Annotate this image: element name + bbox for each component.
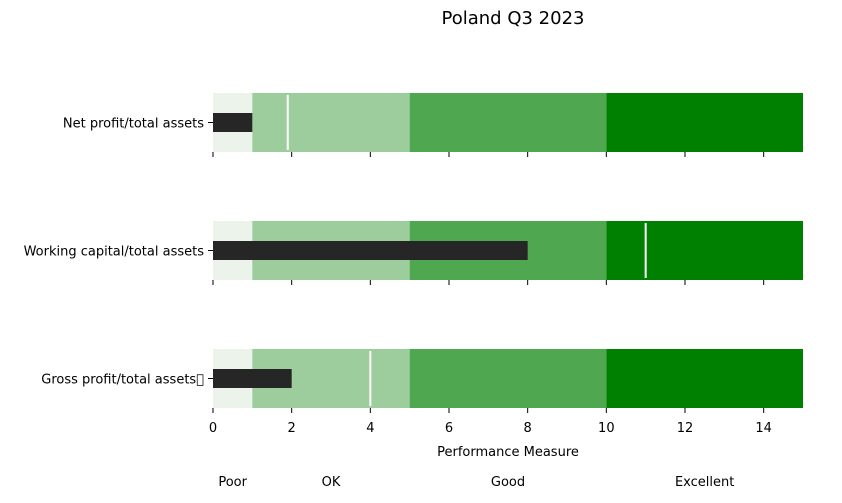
value-bar-row-3 (213, 369, 292, 388)
band-label-good: Good (491, 475, 525, 490)
row-label-3: Gross profit/total assets  (41, 373, 204, 388)
band-label-poor: Poor (218, 475, 247, 490)
x-axis-label: Performance Measure (437, 445, 579, 460)
x-tick-label-4: 4 (366, 421, 374, 436)
band-label-excellent: Excellent (675, 475, 734, 490)
band-label-ok: OK (322, 475, 341, 490)
row-label-1: Net profit/total assets (63, 117, 204, 132)
band-good-row-3 (409, 349, 607, 408)
x-tick-label-8: 8 (524, 421, 532, 436)
value-bar-row-2 (213, 241, 528, 260)
x-tick-label-2: 2 (288, 421, 296, 436)
band-excellent-row-3 (606, 349, 803, 408)
row-label-2: Working capital/total assets (24, 245, 205, 260)
x-tick-label-14: 14 (755, 421, 772, 436)
x-tick-label-6: 6 (445, 421, 453, 436)
value-bar-row-1 (213, 113, 253, 132)
x-tick-label-0: 0 (209, 421, 217, 436)
x-tick-label-12: 12 (677, 421, 694, 436)
chart-title: Poland Q3 2023 (441, 8, 585, 29)
band-excellent-row-1 (606, 93, 803, 152)
x-tick-label-10: 10 (598, 421, 615, 436)
band-good-row-1 (409, 93, 607, 152)
band-excellent-row-2 (606, 221, 803, 280)
band-ok-row-1 (252, 93, 410, 152)
